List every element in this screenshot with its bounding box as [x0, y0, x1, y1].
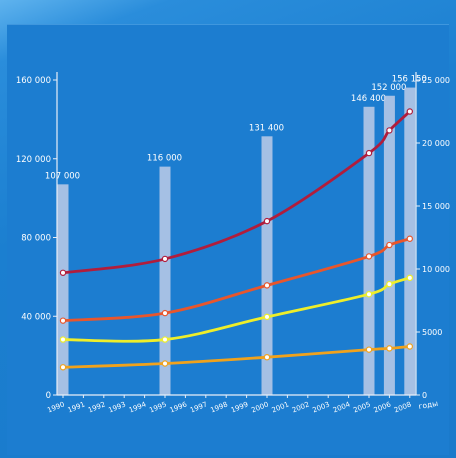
- series-3-point: [263, 313, 271, 321]
- series-1-point: [263, 217, 271, 225]
- series-4-point: [406, 343, 413, 350]
- series-2-point: [263, 282, 271, 289]
- right-axis-tick-label: 15 000: [422, 202, 450, 211]
- x-axis-tick-label: 1997: [189, 400, 209, 414]
- right-axis-tick-label: 5000: [422, 328, 442, 337]
- series-line-1: [61, 110, 412, 275]
- series-1-point: [386, 127, 393, 134]
- series-3-point: [59, 336, 67, 343]
- bar-value-label: 156 150: [392, 75, 427, 85]
- x-axis-tick-label: 1991: [67, 400, 87, 414]
- x-axis-unit-label: годы: [418, 399, 439, 411]
- left-axis-tick-label: 120 000: [16, 155, 51, 165]
- right-axis-tick-label: 20 000: [422, 139, 450, 148]
- series-line-3: [61, 276, 412, 343]
- series-1-point: [406, 108, 413, 115]
- x-axis-tick-label: 1998: [209, 400, 229, 414]
- series-3-point: [406, 274, 413, 282]
- x-axis-tick-label: 1999: [230, 400, 250, 414]
- series-line-2: [61, 237, 412, 323]
- left-axis-tick-label: 160 000: [16, 76, 51, 86]
- x-axis-tick-label: 2008: [393, 400, 413, 414]
- x-axis-tick-label: 2006: [373, 400, 393, 414]
- bar-value-label: 146 400: [351, 94, 386, 104]
- left-axis-tick-label: 0: [46, 391, 51, 401]
- series-2-point: [365, 253, 373, 260]
- bar-1990: [57, 184, 69, 395]
- left-axis-tick-label: 80 000: [21, 234, 51, 244]
- series-4-point: [386, 345, 393, 352]
- series-3-point: [386, 280, 393, 288]
- series-2-point: [406, 235, 413, 242]
- x-axis-tick-label: 2004: [332, 400, 352, 414]
- x-axis-tick-label: 2003: [311, 400, 331, 414]
- series-3-point: [161, 336, 169, 343]
- x-axis-tick-label: 2005: [352, 400, 372, 414]
- x-axis-tick-label: 1995: [148, 400, 168, 414]
- series-4-point: [59, 364, 67, 371]
- right-axis-tick-label: 0: [422, 391, 427, 400]
- bar-2000: [261, 136, 273, 395]
- x-axis-tick-label: 1993: [107, 400, 127, 414]
- series-1-point: [59, 269, 67, 276]
- right-axis-tick-label: 25 000: [422, 76, 450, 85]
- bar-value-label: 116 000: [147, 154, 182, 164]
- bar-value-label: 107 000: [45, 171, 80, 181]
- x-axis-tick-label: 2000: [250, 400, 270, 414]
- bar-1995: [159, 166, 171, 395]
- x-axis-tick-label: 2002: [291, 400, 311, 414]
- series-1-point: [365, 149, 373, 157]
- bar-2005: [363, 106, 375, 396]
- series-1-point: [161, 255, 169, 263]
- bar-value-label: 131 400: [249, 123, 284, 133]
- left-axis-tick-label: 40 000: [21, 312, 51, 322]
- series-4-point: [365, 346, 373, 353]
- series-line-4: [61, 345, 412, 369]
- series-2-point: [59, 317, 67, 324]
- x-axis-tick-label: 1992: [87, 400, 107, 414]
- bar-value-label: 152 000: [371, 83, 406, 93]
- series-4-point: [263, 354, 271, 361]
- series-4-point: [161, 360, 169, 367]
- x-axis-tick-label: 1996: [169, 400, 189, 414]
- series-2-point: [386, 241, 393, 249]
- x-axis-tick-label: 1994: [128, 400, 148, 414]
- x-axis-tick-label: 2001: [271, 400, 291, 414]
- right-axis-tick-label: 10 000: [422, 265, 450, 274]
- series-2-point: [161, 309, 169, 317]
- x-axis-tick-label: 1990: [46, 400, 66, 414]
- series-3-point: [365, 291, 373, 298]
